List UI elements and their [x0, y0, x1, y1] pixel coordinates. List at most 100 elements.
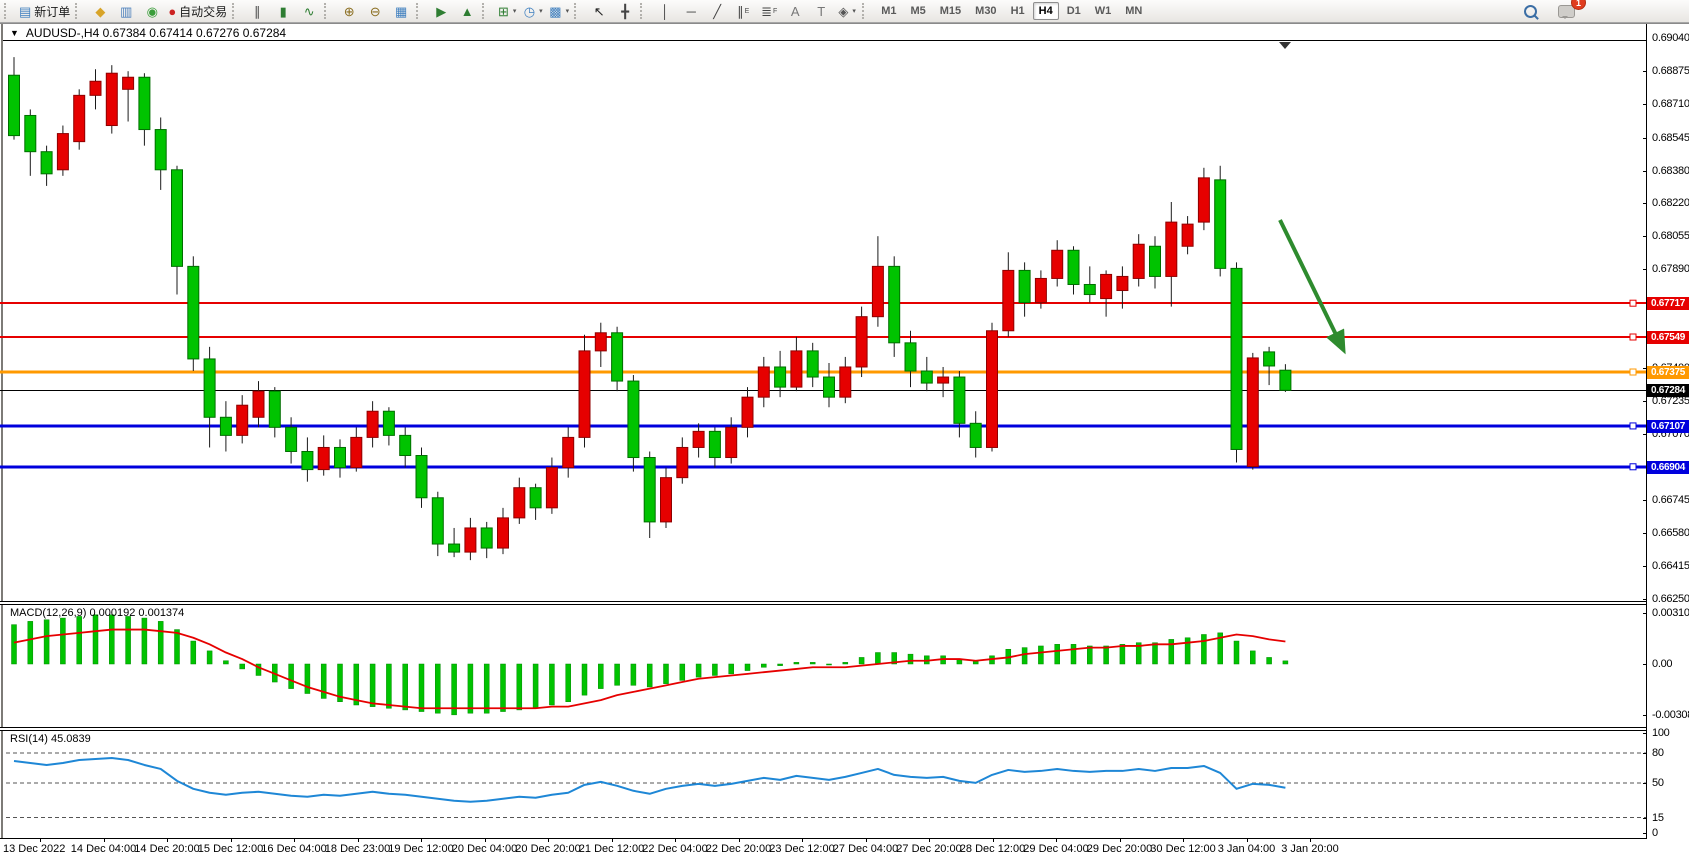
candle: [839, 356, 852, 404]
level-anchor-handle[interactable]: [1629, 368, 1637, 376]
macd-histogram-bar: [337, 663, 343, 702]
macd-histogram-bar: [141, 617, 148, 665]
equidistant-channel-button[interactable]: ∥ E: [737, 3, 750, 19]
chart-shift-marker[interactable]: [1279, 42, 1291, 49]
timeframe-d1-button[interactable]: D1: [1066, 5, 1081, 17]
timeframe-m5-button[interactable]: M5: [910, 5, 926, 17]
time-axis-label: 27 Dec 04:00: [832, 843, 899, 855]
toolbar-grip[interactable]: [324, 3, 332, 19]
signals-button[interactable]: ▥: [113, 0, 139, 22]
toolbar-grip[interactable]: [640, 3, 648, 19]
macd-histogram-bar: [581, 663, 588, 696]
candle: [154, 117, 167, 190]
toolbar-grip[interactable]: [862, 3, 870, 19]
macd-tick-label: 0.003105: [1642, 607, 1689, 619]
macd-histogram-bar: [174, 629, 180, 665]
time-axis-label: 20 Dec 20:00: [515, 843, 581, 855]
toolbar-grip[interactable]: [232, 3, 240, 19]
macd-histogram-bar: [483, 663, 490, 714]
zoom-out-button[interactable]: ⊖: [362, 0, 388, 22]
time-tick: [802, 839, 803, 842]
time-axis-label: 20 Dec 04:00: [451, 843, 518, 855]
candle: [806, 342, 819, 388]
zoom-in-button[interactable]: ⊕: [336, 0, 362, 22]
macd-histogram-bar: [386, 663, 392, 709]
timeframe-m30-button[interactable]: M30: [975, 5, 997, 17]
new-order-button[interactable]: ▤ 新订单: [16, 0, 73, 22]
level-anchor-handle[interactable]: [1629, 299, 1637, 307]
tile-windows-button[interactable]: ▦: [388, 0, 414, 22]
vertical-line-button[interactable]: │: [652, 0, 678, 22]
level-anchor-handle[interactable]: [1629, 333, 1637, 341]
macd-histogram-bar: [1103, 645, 1109, 665]
timeframe-w1-button[interactable]: W1: [1094, 5, 1112, 17]
macd-histogram-bar: [842, 662, 849, 665]
rsi-pane[interactable]: [0, 731, 1646, 838]
one-click-trading-collapse-icon[interactable]: ▼: [10, 27, 19, 38]
time-tick: [103, 839, 105, 842]
toolbar-grip[interactable]: [482, 3, 490, 19]
timeframe-h1-button[interactable]: H1: [1010, 5, 1025, 17]
toolbar-grip[interactable]: [4, 3, 12, 19]
crosshair-button[interactable]: ╋: [612, 0, 638, 22]
auto-scroll-button[interactable]: ▶: [428, 0, 454, 22]
new-chart-button[interactable]: ⊞ ▾: [494, 0, 520, 22]
macd-histogram-bar: [255, 663, 262, 676]
periods-button[interactable]: ◷ ▾: [520, 0, 546, 22]
fibonacci-button[interactable]: ≣ F: [761, 3, 778, 19]
price-axis[interactable]: 0.69040 0.68875 0.68710 0.68545 0.68380 0.682…: [1642, 24, 1689, 839]
search-button[interactable]: [1517, 0, 1543, 22]
toolbar-grip[interactable]: [416, 3, 424, 19]
timeframe-h4-button[interactable]: H4: [1032, 2, 1059, 20]
templates-button[interactable]: ▩ ▾: [546, 0, 572, 22]
trendline-button[interactable]: ╱: [704, 0, 730, 22]
bar-chart-button[interactable]: ∥: [244, 0, 270, 22]
autotrading-button[interactable]: ● 自动交易: [165, 0, 230, 22]
webterminal-button[interactable]: ◉: [139, 0, 165, 22]
timeframe-m1-button[interactable]: M1: [881, 5, 897, 17]
pane-separator[interactable]: [0, 727, 1646, 731]
macd-tick-label: 0.00: [1642, 658, 1673, 670]
text-label-button[interactable]: T: [808, 0, 834, 22]
price-chart-pane[interactable]: [0, 41, 1646, 600]
candle: [823, 362, 835, 408]
candle: [1246, 352, 1259, 470]
level-anchor-handle[interactable]: [1629, 422, 1637, 430]
macd-histogram-bar: [875, 652, 881, 665]
notification-badge: 1: [1571, 0, 1586, 10]
horizontal-line-button[interactable]: ─: [678, 0, 704, 22]
candle: [105, 65, 118, 134]
trend-arrow-annotation[interactable]: [1278, 219, 1346, 355]
toolbar-grip[interactable]: [574, 3, 582, 19]
macd-histogram-bar: [1152, 642, 1158, 665]
macd-histogram-bar: [516, 663, 523, 711]
timeframe-mn-button[interactable]: MN: [1125, 5, 1143, 17]
current-price-badge: 0.67284: [1647, 384, 1689, 398]
macd-histogram-bar: [1119, 644, 1126, 665]
market-button[interactable]: ◆: [87, 0, 113, 22]
macd-pane[interactable]: [0, 605, 1646, 727]
level-anchor-handle[interactable]: [1629, 463, 1637, 471]
pane-separator[interactable]: [0, 601, 1646, 605]
text-icon: A: [790, 3, 800, 19]
toolbar-grip[interactable]: [75, 3, 83, 19]
price-tick-label: 0.69040: [1643, 32, 1689, 44]
candle: [448, 527, 461, 558]
candle: [138, 73, 151, 146]
candle: [627, 375, 640, 472]
candlestick-chart-button[interactable]: ▮: [270, 0, 296, 22]
timeframe-m15-button[interactable]: M15: [939, 5, 962, 17]
time-axis-label: 21 Dec 12:00: [578, 843, 645, 855]
macd-histogram-bar: [630, 663, 637, 686]
new-chart-icon: ⊞: [497, 3, 509, 19]
time-axis[interactable]: 13 Dec 2022 14 Dec 04:00 14 Dec 20:00 15 De…: [0, 839, 1646, 859]
rsi-tick-label: 50: [1643, 776, 1664, 789]
cursor-button[interactable]: ↖: [586, 0, 612, 22]
chart-shift-button[interactable]: ▲: [454, 0, 480, 22]
notifications-button[interactable]: 1: [1553, 0, 1586, 22]
candle: [431, 491, 444, 557]
line-chart-button[interactable]: ∿: [296, 0, 322, 22]
arrows-tool-button[interactable]: ◈ ▾: [834, 0, 860, 22]
arrows-tool-icon: ◈: [838, 3, 849, 19]
text-button[interactable]: A: [782, 0, 808, 22]
